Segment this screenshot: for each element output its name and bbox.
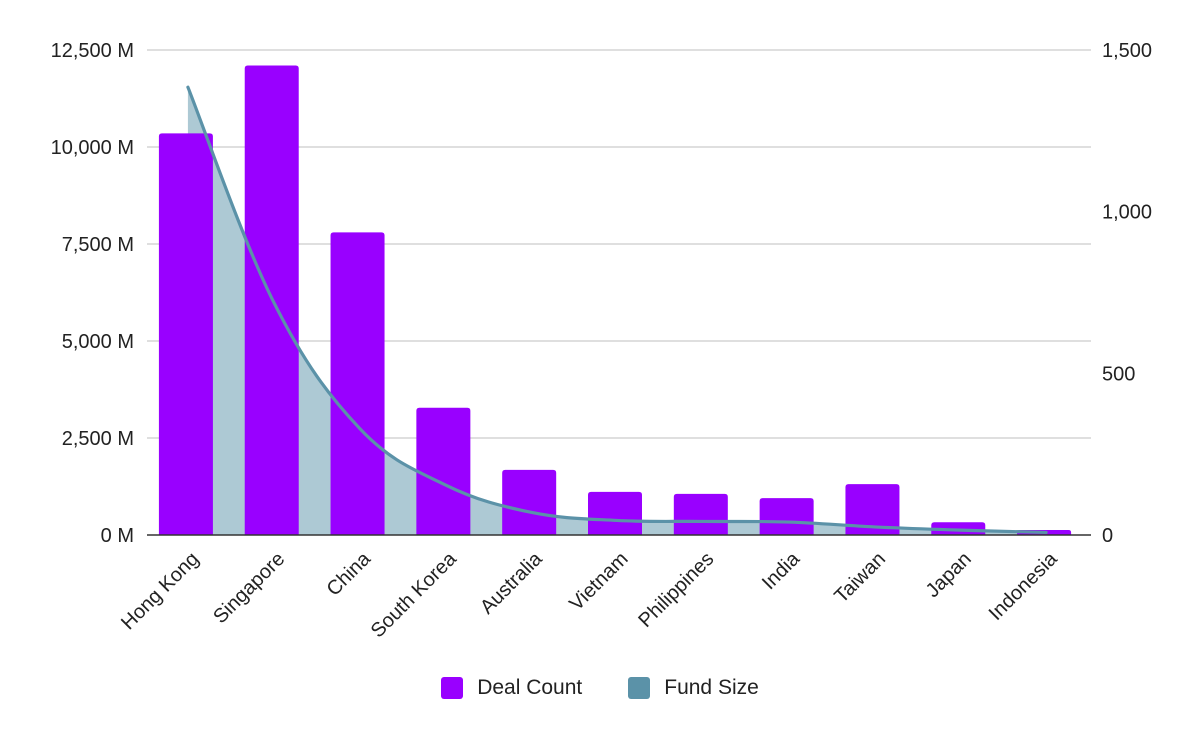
- bar-deal-count-vietnam: [588, 491, 642, 535]
- left-tick-label-5: 12,500 M: [51, 40, 134, 62]
- left-tick-label-4: 10,000 M: [51, 137, 134, 159]
- x-tick-label-hong-kong: Hong Kong: [117, 548, 203, 634]
- fund-size-line: [186, 85, 1048, 535]
- legend-swatch-deal-count: [441, 677, 464, 699]
- grid-layer: [147, 49, 1091, 439]
- x-tick-label-vietnam: Vietnam: [565, 548, 632, 615]
- right-axis-ticks: 0 500 1,000 1,500: [1102, 40, 1152, 547]
- left-tick-label-2: 5,000 M: [62, 331, 134, 353]
- bar-layer: [158, 65, 1072, 536]
- right-tick-label-2: 1,000: [1102, 202, 1152, 224]
- x-tick-label-taiwan: Taiwan: [830, 548, 890, 608]
- x-tick-label-china: China: [323, 547, 376, 600]
- line-layer: [186, 85, 1048, 535]
- legend-item-fund-size[interactable]: Fund Size: [628, 676, 759, 700]
- legend-label-fund-size: Fund Size: [664, 676, 759, 699]
- left-tick-label-3: 7,500 M: [62, 234, 134, 256]
- left-tick-label-1: 2,500 M: [62, 428, 134, 450]
- legend-item-deal-count[interactable]: Deal Count: [441, 676, 582, 700]
- area-layer: [187, 87, 1047, 535]
- left-tick-label-0: 0 M: [101, 525, 134, 547]
- bar-deal-count-philippines: [673, 493, 728, 535]
- left-axis-ticks: 0 M 2,500 M 5,000 M 7,500 M 10,000 M 12,500 M: [51, 40, 134, 547]
- bar-deal-count-china: [330, 232, 385, 536]
- right-tick-label-0: 0: [1102, 525, 1113, 547]
- legend-swatch-fund-size: [628, 677, 651, 699]
- x-tick-label-india: India: [758, 547, 805, 594]
- bar-deal-count-india: [759, 498, 814, 535]
- x-tick-label-philippines: Philippines: [634, 548, 718, 632]
- x-tick-label-australia: Australia: [476, 547, 547, 618]
- x-tick-label-south-korea: South Korea: [367, 547, 462, 642]
- bar-deal-count-south-korea: [416, 407, 471, 535]
- x-tick-label-singapore: Singapore: [209, 548, 289, 628]
- fund-size-area: [187, 87, 1047, 535]
- right-tick-label-3: 1,500: [1102, 40, 1152, 62]
- bar-deal-count-taiwan: [845, 484, 900, 535]
- bar-deal-count-australia: [502, 469, 557, 535]
- legend: Deal Count Fund Size: [0, 676, 1200, 700]
- bar-deal-count-hong-kong: [158, 133, 213, 536]
- right-tick-label-1: 500: [1102, 363, 1135, 385]
- legend-label-deal-count: Deal Count: [477, 676, 583, 699]
- x-tick-label-japan: Japan: [922, 548, 976, 602]
- x-tick-label-indonesia: Indonesia: [985, 547, 1063, 625]
